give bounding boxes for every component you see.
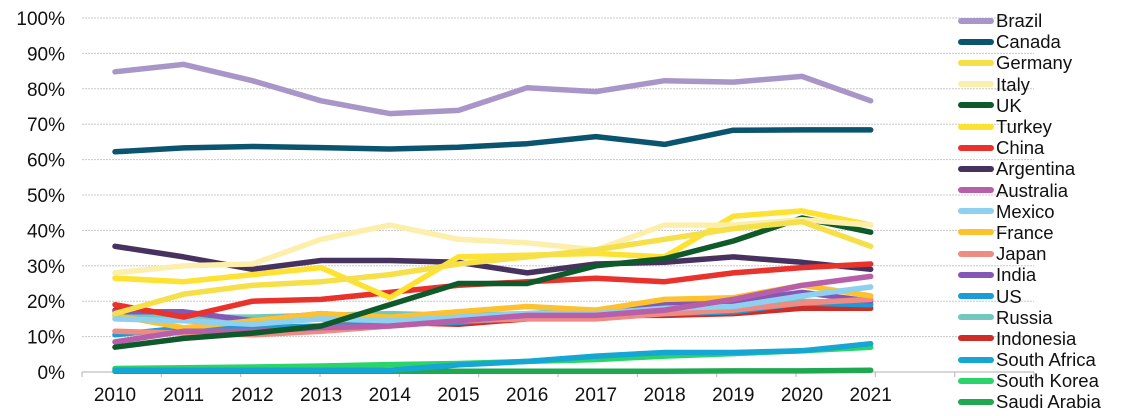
x-tick-label: 2016 [506,385,548,406]
legend-item: Indonesia [958,328,1101,349]
legend-item: Argentina [958,158,1101,179]
legend-label: Mexico [996,200,1055,222]
legend-item: US [958,285,1101,307]
legend-item: Brazil [958,10,1101,31]
legend-swatch [958,398,994,405]
y-tick-label: 100% [16,9,65,30]
legend-swatch [958,123,994,130]
legend-swatch [958,102,994,109]
legend-swatch [958,38,994,45]
legend-swatch [958,59,994,66]
legend-label: Italy [996,73,1030,95]
series-line-germany [112,218,874,317]
legend-item: Italy [958,74,1101,95]
x-tick-label: 2012 [231,385,273,406]
y-tick-label: 70% [27,115,65,136]
legend-label: Russia [996,306,1053,328]
legend-swatch [958,144,994,151]
legend-item: Turkey [958,116,1101,137]
x-tick-label: 2010 [94,385,136,406]
y-tick-label: 40% [27,221,65,242]
legend-swatch [958,165,994,172]
legend-label: Germany [996,52,1073,74]
x-tick-label: 2011 [163,385,204,406]
series-line-brazil [112,61,874,117]
legend-item: Saudi Arabia [958,391,1101,412]
series-line-uk [112,215,874,350]
legend-item: UK [958,95,1101,116]
legend-swatch [958,250,994,257]
legend-swatch [958,208,994,215]
x-tick-label: 2020 [781,385,823,406]
legend-swatch [958,187,994,194]
y-tick-label: 20% [27,292,65,313]
legend-label: US [996,285,1022,307]
legend-item: Mexico [958,201,1101,222]
x-tick-label: 2021 [850,385,892,406]
legend-item: Australia [958,180,1101,201]
y-tick-label: 30% [27,257,65,278]
x-tick-label: 2015 [437,385,479,406]
series-lines [112,61,874,375]
legend-label: Brazil [996,10,1043,32]
legend-label: Japan [996,243,1047,265]
series-line-argentina [112,243,874,276]
y-tick-label: 0% [38,363,66,384]
legend-swatch [958,314,994,321]
legend-swatch [958,335,994,342]
legend-label: Turkey [996,116,1052,138]
legend-item: Japan [958,243,1101,264]
legend-item: Canada [958,31,1101,52]
legend-item: China [958,137,1101,158]
legend-swatch [958,17,994,24]
y-tick-label: 50% [27,186,65,207]
x-tick-label: 2017 [575,385,617,406]
legend: Brazil Canada Germany Italy UK Turkey China Arg… [958,10,1101,413]
legend-label: India [996,264,1037,286]
x-tick-label: 2013 [300,385,342,406]
y-tick-label: 10% [27,328,65,349]
legend-label: China [996,137,1045,159]
series-line-italy [112,217,874,276]
legend-label: UK [996,94,1022,116]
y-axis-ticks: 0% 10% 20% 30% 40% 50% 60% 70% 80% 90% 100% [16,9,65,384]
legend-label: Argentina [996,158,1076,180]
legend-swatch [958,271,994,278]
legend-item: Germany [958,52,1101,73]
legend-label: South Africa [996,349,1096,371]
gridlines [82,17,1034,338]
legend-item: South Korea [958,370,1101,391]
legend-item: India [958,264,1101,285]
legend-swatch [958,229,994,236]
legend-swatch [958,81,994,88]
legend-item: France [958,222,1101,243]
x-tick-label: 2014 [369,385,412,406]
x-tick-label: 2018 [643,385,685,406]
x-axis-ticks: 2010 2011 2012 2013 2014 2015 2016 2017 2018 2019… [94,385,892,406]
legend-swatch [958,356,994,363]
legend-label: France [996,221,1054,243]
y-tick-label: 80% [27,80,65,101]
legend-swatch [958,293,994,300]
series-line-turkey [112,208,874,301]
legend-label: Australia [996,179,1068,201]
legend-label: South Korea [996,370,1099,392]
series-line-south-africa [112,340,874,373]
y-tick-label: 60% [27,151,65,172]
legend-item: Russia [958,307,1101,328]
y-tick-label: 90% [27,44,65,65]
series-line-canada [112,127,874,155]
legend-swatch [958,377,994,384]
legend-label: Indonesia [996,327,1077,349]
legend-item: South Africa [958,349,1101,370]
legend-label: Canada [996,31,1061,53]
legend-label: Saudi Arabia [996,391,1101,413]
x-tick-label: 2019 [712,385,754,406]
